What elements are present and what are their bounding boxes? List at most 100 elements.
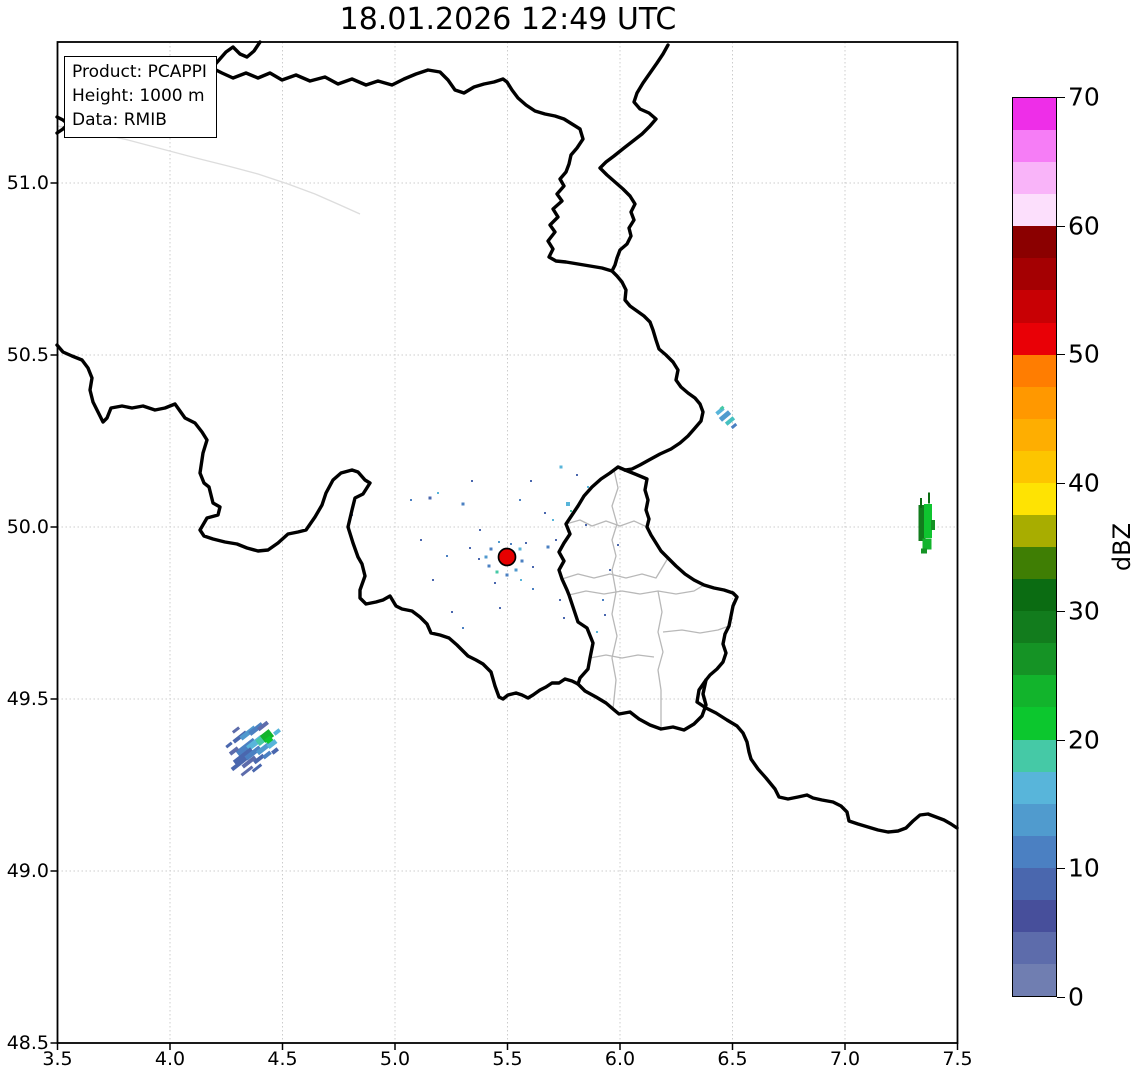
radar-echo-right-edge-cell xyxy=(922,538,932,550)
province-border xyxy=(657,590,664,729)
radar-echo-southwest-shower xyxy=(231,726,241,734)
radar-echo-southwest-shower xyxy=(259,729,275,743)
radar-echo-speck xyxy=(532,588,534,590)
radar-echo-speck xyxy=(576,474,578,476)
radar-echo-speck xyxy=(587,486,589,488)
info-height: Height: 1000 m xyxy=(72,86,205,106)
colorbar-band xyxy=(1013,482,1056,516)
radar-echo-southwest-shower xyxy=(241,755,257,769)
colorbar-unit-label: dBZ xyxy=(1108,522,1136,572)
radar-echo-speck xyxy=(489,547,493,551)
y-tick-label: 51.0 xyxy=(6,172,49,194)
x-tick-label: 4.0 xyxy=(154,1048,186,1070)
radar-echo-right-edge-cell xyxy=(928,492,930,504)
country-border xyxy=(210,40,262,70)
colorbar-tick-label: 10 xyxy=(1068,853,1100,883)
colorbar-band xyxy=(1013,98,1056,131)
radar-echo-speck xyxy=(559,599,561,601)
colorbar-band xyxy=(1013,932,1056,965)
country-border xyxy=(610,269,705,472)
province-border xyxy=(611,569,618,710)
colorbar-band xyxy=(1013,290,1056,323)
radar-echo-speck xyxy=(462,627,464,629)
radar-echo-speck xyxy=(617,544,619,546)
y-tick-label: 48.5 xyxy=(6,1032,49,1054)
plot-frame xyxy=(56,41,959,1044)
radar-echo-right-edge-cell xyxy=(921,548,927,554)
radar-echo-speck xyxy=(446,555,448,557)
colorbar-tick xyxy=(1057,97,1065,98)
radar-echo-speck xyxy=(484,555,488,559)
radar-echo-southwest-shower xyxy=(262,750,272,760)
colorbar-band xyxy=(1013,835,1056,868)
x-tick-label: 4.5 xyxy=(267,1048,298,1070)
radar-echo-right-edge-cell xyxy=(918,505,926,541)
country-border xyxy=(623,468,739,682)
radar-echo-speck xyxy=(410,499,412,501)
radar-echo-southwest-shower xyxy=(230,756,248,772)
radar-echo-southwest-shower xyxy=(248,722,264,736)
radar-echo-speck xyxy=(510,543,512,545)
radar-echo-southwest-shower xyxy=(257,720,269,732)
radar-echo-southwest-shower xyxy=(232,747,254,765)
radar-echo-southwest-shower xyxy=(225,741,233,749)
colorbar-band xyxy=(1013,643,1056,676)
radar-echo-speck xyxy=(566,502,570,506)
info-product: Product: PCAPPI xyxy=(72,62,207,82)
colorbar-tick-label: 20 xyxy=(1068,725,1100,755)
radar-echo-speck xyxy=(494,582,496,584)
radar-echo-speck xyxy=(479,529,481,531)
product-info-box: Product: PCAPPI Height: 1000 m Data: RMI… xyxy=(64,56,217,138)
info-data: Data: RMIB xyxy=(72,110,167,130)
radar-echo-speck xyxy=(505,573,509,577)
radar-echo-southwest-shower xyxy=(255,742,271,756)
y-tick-label: 49.0 xyxy=(6,860,49,882)
radar-echo-east-border-streak xyxy=(730,422,738,430)
figure-title: 18.01.2026 12:49 UTC xyxy=(339,2,677,37)
colorbar-tick xyxy=(1057,482,1065,484)
colorbar-band xyxy=(1013,515,1056,548)
colorbar-band xyxy=(1013,867,1056,900)
radar-echo-speck xyxy=(602,599,604,601)
colorbar-tick-label: 50 xyxy=(1068,339,1100,369)
radar-echo-speck xyxy=(478,558,480,560)
colorbar-band xyxy=(1013,611,1056,644)
colorbar-band xyxy=(1013,803,1056,836)
radar-echo-right-edge-cell xyxy=(931,520,935,530)
colorbar-band xyxy=(1013,322,1056,355)
radar-echo-speck xyxy=(585,524,587,526)
x-tick-label: 7.0 xyxy=(829,1048,861,1070)
province-border xyxy=(611,469,619,571)
colorbar-band xyxy=(1013,258,1056,291)
colorbar-tick xyxy=(1057,611,1065,613)
radar-echo-east-border-streak xyxy=(718,410,732,422)
reflectivity-colorbar xyxy=(1012,97,1057,997)
colorbar-tick xyxy=(1057,739,1065,741)
radar-echo-speck xyxy=(546,545,550,549)
y-tick-label: 49.5 xyxy=(6,688,49,710)
country-border xyxy=(695,678,959,834)
x-tick-label: 5.0 xyxy=(379,1048,411,1070)
radar-echo-speck xyxy=(570,510,572,512)
province-border xyxy=(561,557,669,580)
province-border xyxy=(568,584,705,596)
colorbar-band xyxy=(1013,226,1056,259)
colorbar-band xyxy=(1013,547,1056,580)
radar-echo-speck xyxy=(487,564,491,568)
radar-echo-speck xyxy=(469,547,471,549)
x-tick-label: 6.0 xyxy=(604,1048,636,1070)
colorbar-band xyxy=(1013,130,1056,163)
radar-echo-speck xyxy=(604,614,606,616)
radar-echo-speck xyxy=(525,542,527,544)
radar-echo-speck xyxy=(559,465,563,469)
radar-echo-southwest-shower xyxy=(271,747,279,755)
radar-echo-southwest-shower xyxy=(240,765,254,777)
radar-echo-speck xyxy=(530,480,532,482)
radar-echo-southwest-shower xyxy=(244,745,262,761)
radar-echo-speck xyxy=(519,499,521,501)
radar-echo-speck xyxy=(420,539,422,541)
colorbar-tick-label: 30 xyxy=(1068,596,1100,626)
radar-echo-speck xyxy=(428,496,432,500)
